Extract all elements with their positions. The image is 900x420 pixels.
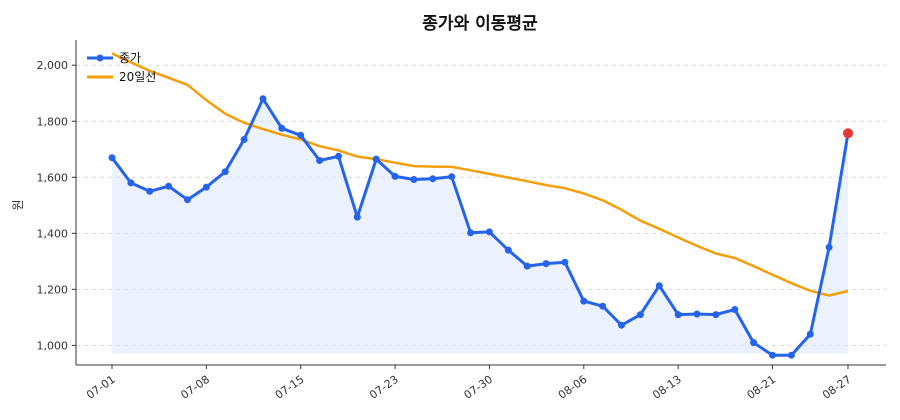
close-point — [259, 95, 267, 103]
x-tick-label: 08-27 — [820, 373, 854, 402]
chart-title: 종가와 이동평균 — [422, 14, 538, 34]
close-point — [278, 124, 286, 132]
close-point — [221, 168, 229, 176]
close-point — [580, 297, 588, 305]
close-point — [410, 176, 418, 183]
y-tick-label: 1,000 — [37, 339, 69, 352]
close-point — [618, 321, 625, 329]
series-lines — [110, 52, 850, 357]
y-tick-label: 1,800 — [37, 115, 69, 128]
close-point — [599, 302, 607, 310]
close-point — [202, 183, 210, 191]
close-point — [127, 179, 135, 187]
close-point — [335, 152, 342, 160]
x-tick-label: 08-06 — [556, 373, 590, 402]
close-point — [146, 187, 154, 195]
close-point — [485, 228, 493, 236]
close-point — [108, 154, 116, 162]
x-tick-label: 07-08 — [178, 373, 212, 402]
close-point — [561, 258, 569, 266]
y-axis-label: 원 — [11, 199, 25, 210]
close-point — [825, 243, 833, 251]
close-point — [787, 351, 795, 359]
y-tick-label: 2,000 — [37, 59, 69, 72]
close-point — [391, 172, 399, 180]
close-point — [372, 155, 380, 163]
close-point — [504, 246, 512, 254]
close-point — [542, 260, 550, 268]
x-ticks: 07-01 07-08 07-15 07-23 07-30 08-06 08-13 08-21… — [84, 365, 854, 402]
close-line — [110, 97, 850, 357]
close-point — [523, 262, 531, 270]
close-point — [316, 157, 324, 164]
close-point — [731, 306, 739, 313]
close-point — [712, 311, 720, 319]
close-point — [240, 136, 248, 143]
legend-close-label: 종가 — [119, 51, 141, 65]
close-point — [750, 339, 758, 347]
series-markers — [108, 95, 853, 359]
axes — [75, 40, 886, 366]
y-tick-label: 1,200 — [37, 283, 69, 296]
x-tick-label: 07-30 — [462, 373, 496, 402]
x-tick-label: 08-13 — [650, 373, 684, 402]
close-point — [467, 229, 475, 237]
close-point — [769, 351, 776, 359]
y-tick-label: 1,400 — [37, 227, 69, 240]
legend: 종가 20일선 — [87, 51, 156, 84]
last-close-point — [843, 128, 853, 139]
close-area — [112, 98, 848, 356]
close-point — [674, 311, 682, 319]
x-tick-label: 07-23 — [367, 373, 401, 402]
close-point — [429, 175, 437, 183]
y-ticks: 1,000 1,200 1,400 1,600 1,800 2,000 — [37, 59, 76, 352]
close-point — [353, 213, 361, 221]
y-tick-label: 1,600 — [37, 171, 69, 184]
close-point — [448, 173, 456, 181]
close-point — [806, 330, 814, 338]
close-point — [297, 131, 305, 139]
legend-close-marker — [96, 54, 104, 62]
close-point — [655, 282, 663, 290]
x-tick-label: 08-21 — [745, 373, 779, 402]
legend-ma20-label: 20일선 — [119, 70, 156, 84]
ma20-line — [111, 52, 849, 297]
close-area-fill — [112, 98, 848, 356]
x-tick-label: 07-15 — [273, 373, 307, 402]
close-point — [165, 182, 173, 190]
close-point — [636, 311, 644, 319]
close-point — [184, 196, 191, 204]
close-point — [693, 310, 701, 318]
x-tick-label: 07-01 — [84, 373, 118, 402]
